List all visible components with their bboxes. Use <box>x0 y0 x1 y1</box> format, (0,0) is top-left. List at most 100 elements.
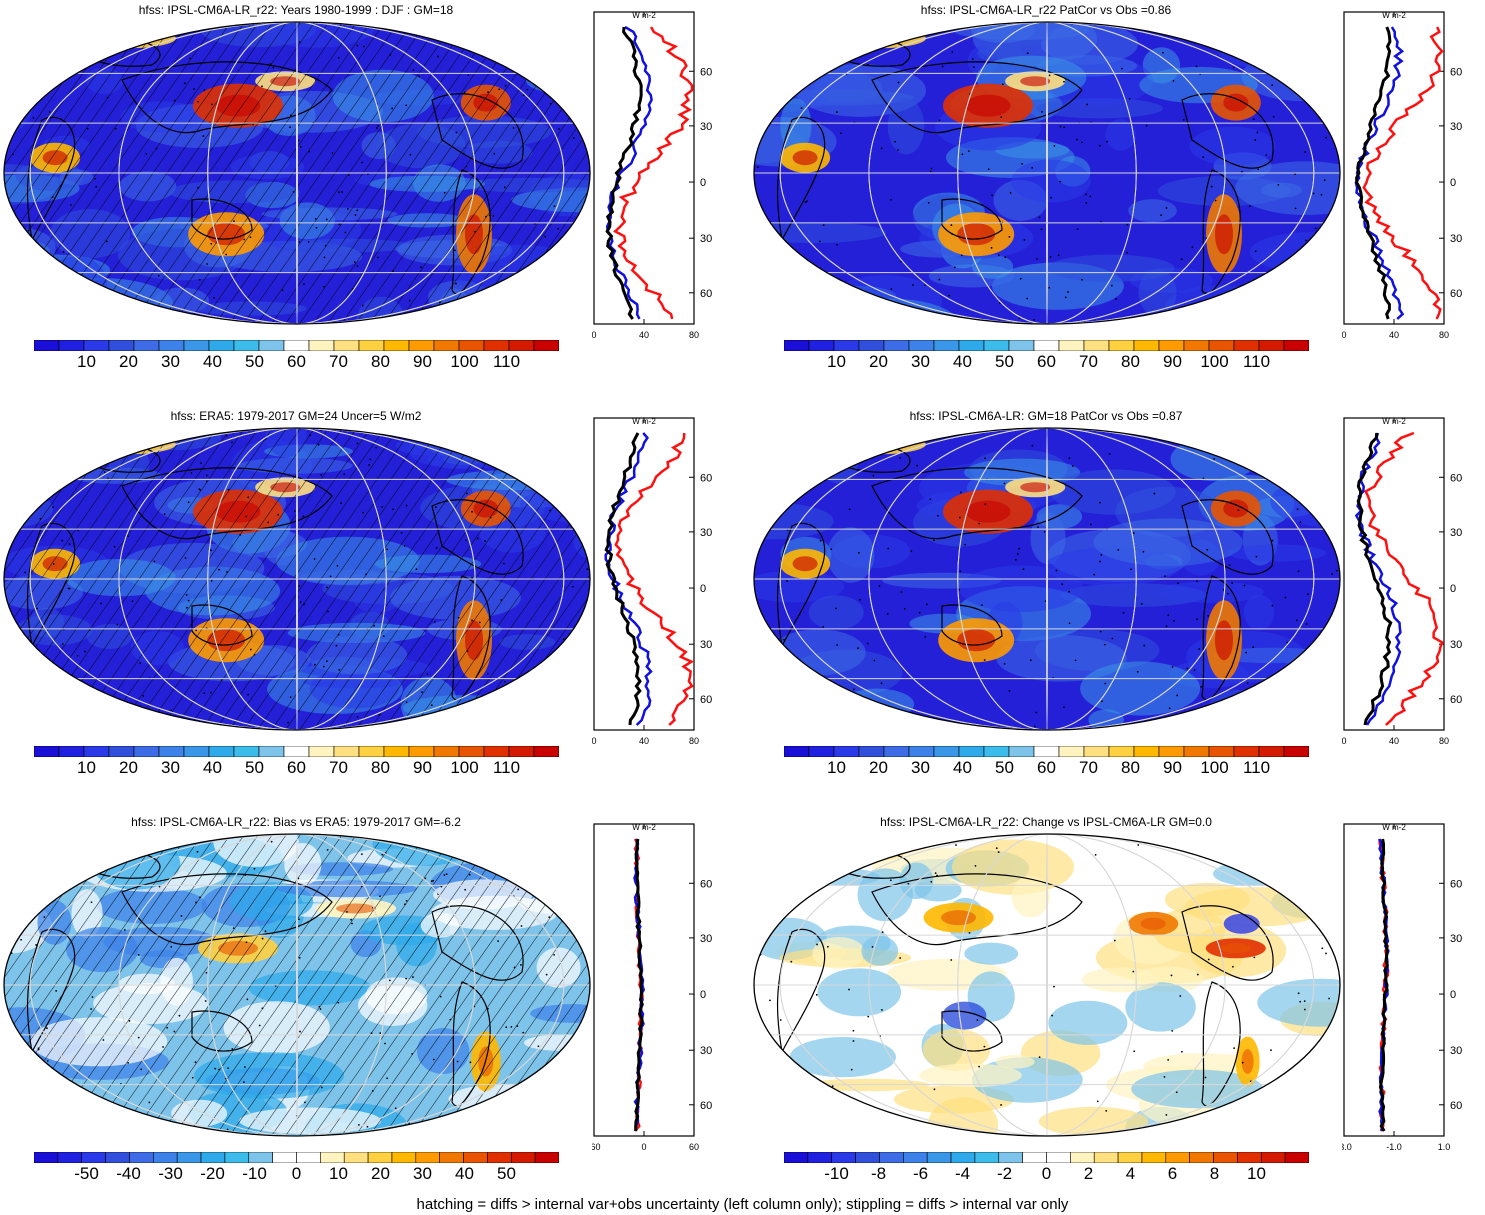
stipple-dot <box>1286 641 1288 644</box>
profile-line-red <box>613 26 694 320</box>
stipple-dot <box>356 44 359 47</box>
stipple-dot <box>210 103 213 106</box>
stipple-dot <box>319 1008 322 1010</box>
stipple-dot <box>589 615 590 618</box>
stipple-dot <box>972 66 975 68</box>
stipple-dot <box>429 841 432 844</box>
field-patch <box>1249 846 1285 882</box>
stipple-dot <box>571 115 574 118</box>
stipple-dot <box>415 568 418 571</box>
field-patch <box>96 887 207 924</box>
stipple-dot <box>511 283 514 286</box>
stipple-dot <box>779 89 782 92</box>
stipple-dot <box>1320 193 1323 196</box>
stipple-dot <box>379 895 381 898</box>
stipple-dot <box>1255 555 1258 558</box>
stipple-dot <box>124 318 127 321</box>
field-patch <box>557 67 590 89</box>
colorbar-swatch <box>1008 746 1035 757</box>
stipple-dot <box>848 988 850 991</box>
panel-title-p3: hfss: ERA5: 1979-2017 GM=24 Uncer=5 W/m2 <box>170 409 422 423</box>
profile-line-blue <box>604 432 653 726</box>
stipple-dot <box>786 580 788 583</box>
field-patch <box>812 936 866 969</box>
colorbar-swatch <box>1283 746 1309 757</box>
stipple-dot <box>426 673 429 676</box>
field-patch <box>754 702 821 720</box>
stipple-dot <box>968 931 971 934</box>
field-hotspot-core <box>965 500 1011 523</box>
panel-title-p6: hfss: IPSL-CM6A-LR_r22: Change vs IPSL-C… <box>880 815 1212 829</box>
field-patch <box>1038 1106 1149 1136</box>
colorbar-swatch <box>883 340 910 351</box>
stipple-dot <box>440 885 443 888</box>
stipple-dot <box>1000 116 1003 119</box>
colorbar-tick-label: 4 <box>1125 1164 1136 1183</box>
stipple-dot <box>326 586 328 589</box>
stipple-dot <box>778 505 781 508</box>
stipple-dot <box>1259 42 1262 45</box>
stipple-dot <box>60 710 63 713</box>
stipple-dot <box>779 1019 782 1021</box>
stipple-dot <box>830 548 833 551</box>
stipple-dot <box>1167 614 1170 617</box>
stipple-dot <box>77 864 80 867</box>
stipple-dot <box>571 1062 574 1065</box>
stipple-dot <box>206 263 208 265</box>
stipple-dot <box>438 36 441 39</box>
colorbar-swatch <box>1233 340 1260 351</box>
stipple-dot <box>1106 140 1108 143</box>
colorbar-swatch <box>933 340 960 351</box>
stipple-dot <box>978 522 981 525</box>
stipple-dot <box>225 434 228 437</box>
stipple-dot <box>204 1000 207 1002</box>
stipple-dot <box>141 309 144 312</box>
stipple-dot <box>249 236 252 239</box>
colorbar-swatch <box>391 1152 417 1163</box>
colorbar-tick-label: 10 <box>1247 1164 1266 1183</box>
stipple-dot <box>1160 214 1162 217</box>
stipple-dot <box>826 454 829 457</box>
stipple-dot <box>4 252 7 255</box>
stipple-dot <box>884 1112 886 1115</box>
stipple-dot <box>983 659 986 661</box>
stipple-dot <box>107 33 110 35</box>
stipple-dot <box>100 602 102 605</box>
x-tick-label: 40 <box>639 736 649 746</box>
field-patch <box>953 22 1089 41</box>
stipple-dot <box>1179 995 1182 997</box>
colorbar-labels-p3: 10 20 30 40 50 60 70 80 90 100 110 <box>34 758 559 780</box>
stipple-dot <box>1038 1056 1041 1059</box>
stipple-dot <box>303 283 305 285</box>
stipple-dot <box>404 834 406 836</box>
stipple-dot <box>810 728 813 730</box>
stipple-dot <box>184 556 187 559</box>
stipple-dot <box>808 692 811 695</box>
stipple-dot <box>754 263 756 266</box>
colorbar-swatch <box>58 340 85 351</box>
stipple-dot <box>567 288 570 291</box>
field-patch <box>71 889 103 939</box>
field-patch <box>1312 445 1340 494</box>
field-hotspot-core <box>207 629 246 652</box>
stipple-dot <box>1241 1061 1244 1064</box>
stipple-dot <box>836 111 838 113</box>
stipple-dot <box>386 548 389 551</box>
colorbar-swatch <box>1058 340 1085 351</box>
stipple-dot <box>1099 501 1101 504</box>
stipple-dot <box>144 306 147 309</box>
stipple-dot <box>848 508 851 511</box>
stipple-dot <box>37 683 40 686</box>
stipple-dot <box>170 946 173 948</box>
stipple-dot <box>804 201 807 204</box>
colorbar-swatch <box>358 746 385 757</box>
y-tick-label: 30N <box>700 527 712 539</box>
y-tick-label: 30N <box>1450 933 1462 945</box>
stipple-dot <box>403 545 406 547</box>
stipple-dot <box>1201 290 1204 293</box>
x-tick-label: 80 <box>1439 736 1449 746</box>
field-hotspot-core <box>1215 620 1233 661</box>
colorbar-tick-label: -4 <box>954 1164 971 1183</box>
stipple-dot <box>558 67 561 69</box>
stipple-dot <box>29 298 32 301</box>
